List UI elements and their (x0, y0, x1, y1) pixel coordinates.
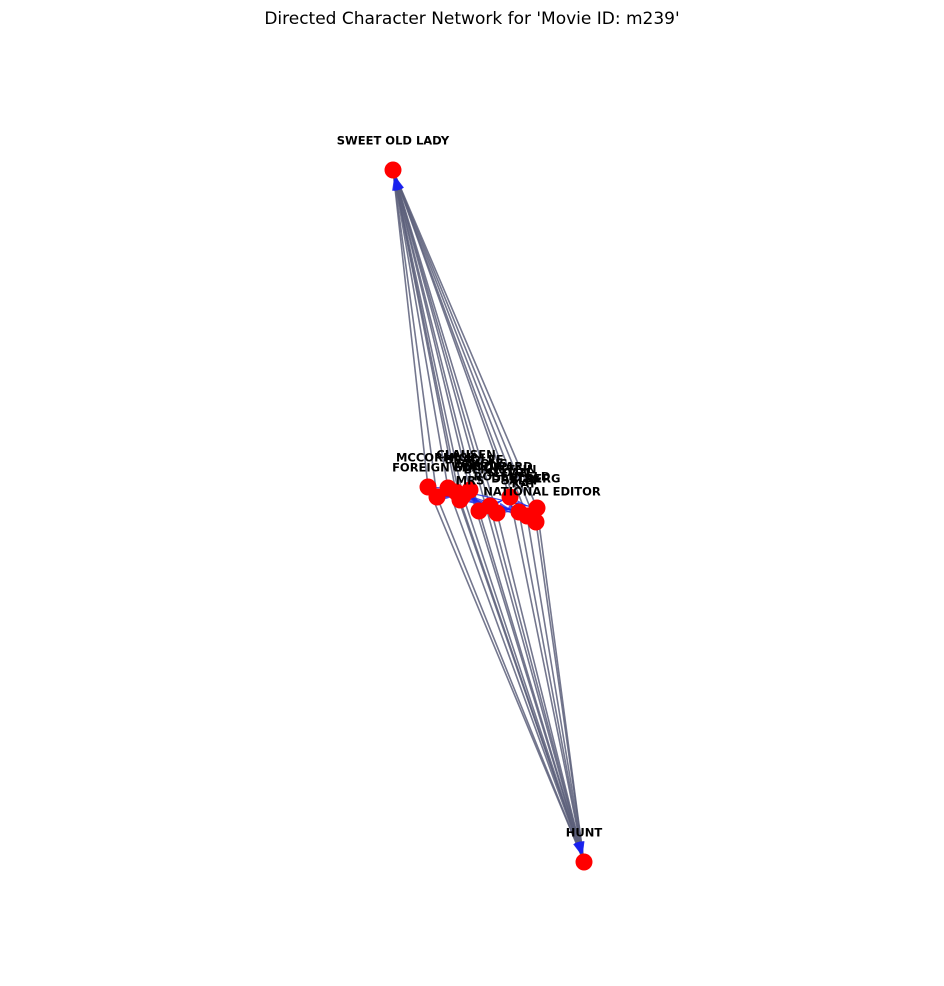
node-label-c8: DARDIS (491, 472, 540, 486)
arrowhead-c10-hunt (577, 841, 584, 854)
edge-hunt-c1 (447, 487, 585, 863)
node-label-c9: SALLY (501, 474, 540, 488)
node-label-c7: ROSENFELD (474, 470, 551, 484)
node-label-sweet: SWEET OLD LADY (337, 134, 450, 148)
edge-hunt-berg (536, 507, 585, 863)
edge-hunt-foreign (436, 496, 585, 863)
nodes-layer (384, 161, 593, 871)
edge-hunt-c9 (518, 511, 585, 863)
node-label-c6: SLOAN (486, 466, 529, 480)
edge-sweet-c7 (392, 169, 491, 507)
node-c4[interactable] (461, 481, 479, 499)
node-label-c4: WOODWARD (451, 460, 532, 474)
node-label-c10: KAY (511, 477, 537, 491)
node-c8[interactable] (501, 488, 519, 506)
edge-hunt-c8 (509, 496, 585, 863)
edge-sweet-national (392, 169, 537, 523)
edge-sweet-berg (392, 169, 538, 509)
edge-hunt-c5 (478, 510, 585, 863)
node-hunt[interactable] (575, 853, 593, 871)
edge-sweet-c10 (392, 169, 528, 517)
node-label-national: NATIONAL EDITOR (483, 485, 601, 499)
edge-sweet-mccormick (392, 169, 429, 488)
edge-hunt-c10 (526, 515, 585, 863)
node-label-foreign: FOREIGN EDITOR (392, 461, 502, 475)
chart-title: Directed Character Network for 'Movie ID… (264, 9, 679, 29)
node-c7[interactable] (481, 497, 499, 515)
edge-sweet-c2 (392, 169, 457, 493)
edge-sweet-hunt (392, 169, 585, 863)
node-label-c3: SIMONS (456, 457, 508, 471)
edge-hunt-c7 (489, 505, 585, 863)
edge-hunt-c2 (455, 491, 585, 863)
edges-layer (392, 169, 585, 863)
node-c10[interactable] (518, 507, 536, 525)
node-label-c2: BRADLEE (444, 453, 503, 467)
edge-sweet-foreign (392, 169, 438, 498)
node-sweet[interactable] (384, 161, 402, 179)
node-label-c5: BERNSTEIN (464, 463, 537, 477)
edge-sweet-c1 (392, 169, 449, 489)
edge-sweet-c5 (392, 169, 480, 512)
node-label-c1: CLAUSEN (436, 448, 495, 462)
edge-sweet-c9 (392, 169, 520, 513)
arrowhead-c10-sweet (396, 177, 404, 191)
node-label-hunt: HUNT (566, 826, 603, 840)
edge-sweet-c3 (392, 169, 464, 497)
edge-hunt-c3 (462, 495, 585, 863)
node-label-berg: BERG (526, 472, 561, 486)
edge-hunt-c6 (496, 512, 585, 863)
node-label-mrs: MRS (456, 474, 485, 488)
node-label-mccormick: MCCORMICK (396, 451, 477, 465)
